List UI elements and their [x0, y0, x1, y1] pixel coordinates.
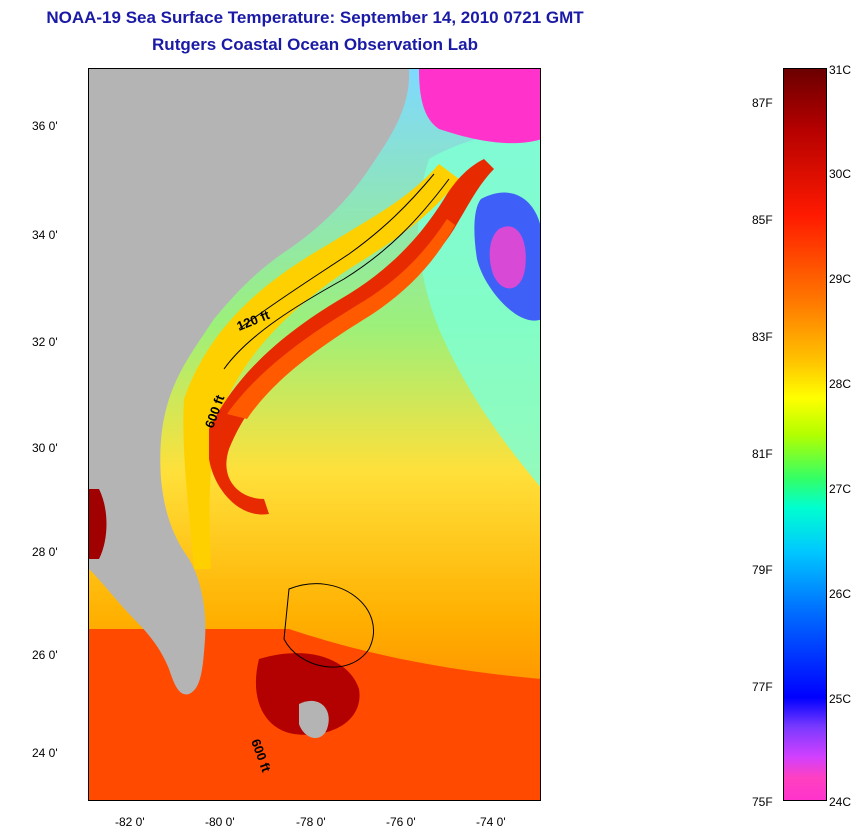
lat-label-36: 36 0' [32, 119, 58, 133]
lat-label-24: 24 0' [32, 746, 58, 760]
bahamas-contour [283, 583, 375, 668]
colorbar-f-81: 81F [752, 447, 773, 461]
colorbar-c-29: 29C [829, 272, 852, 286]
map-title: NOAA-19 Sea Surface Temperature: Septemb… [46, 8, 584, 27]
florida-keys-land [299, 700, 329, 739]
colorbar-f-75: 75F [752, 795, 773, 809]
colorbar-f-85: 85F [752, 213, 773, 227]
gulf-stream [209, 159, 494, 515]
lat-label-26: 26 0' [32, 648, 58, 662]
sst-map: 120 ft 600 ft 600 ft [88, 68, 541, 801]
colorbar-c-30: 30C [829, 167, 852, 181]
colorbar-c-28: 28C [829, 377, 852, 391]
contour-120ft [238, 173, 435, 330]
west-warm-coast [89, 489, 107, 559]
ne-magenta-patch [419, 69, 540, 144]
gulf-stream-core [227, 219, 455, 419]
lon-label-76: -76 0' [386, 815, 416, 829]
colorbar-f-87: 87F [752, 96, 773, 110]
lat-label-28: 28 0' [32, 545, 58, 559]
lon-label-78: -78 0' [296, 815, 326, 829]
lon-label-74: -74 0' [476, 815, 506, 829]
map-subtitle: Rutgers Coastal Ocean Observation Lab [152, 35, 478, 54]
hot-pool [255, 653, 360, 735]
lat-label-30: 30 0' [32, 441, 58, 455]
colorbar-f-77: 77F [752, 680, 773, 694]
colorbar-f-79: 79F [752, 563, 773, 577]
colorbar-c-24: 24C [829, 795, 852, 809]
colorbar-c-26: 26C [829, 587, 852, 601]
temperature-colorbar [783, 68, 827, 801]
lat-label-34: 34 0' [32, 228, 58, 242]
land-mass [89, 69, 410, 695]
lon-label-80: -80 0' [205, 815, 235, 829]
colorbar-f-83: 83F [752, 330, 773, 344]
lon-label-82: -82 0' [115, 815, 145, 829]
colorbar-c-25: 25C [829, 692, 852, 706]
sst-map-canvas: 120 ft 600 ft 600 ft [89, 69, 540, 800]
lat-label-32: 32 0' [32, 335, 58, 349]
cold-eddy-core [489, 226, 526, 289]
colorbar-c-27: 27C [829, 482, 852, 496]
contour-600ft [223, 178, 450, 370]
shelf-warm-band [183, 164, 460, 569]
colorbar-c-31: 31C [829, 63, 852, 77]
